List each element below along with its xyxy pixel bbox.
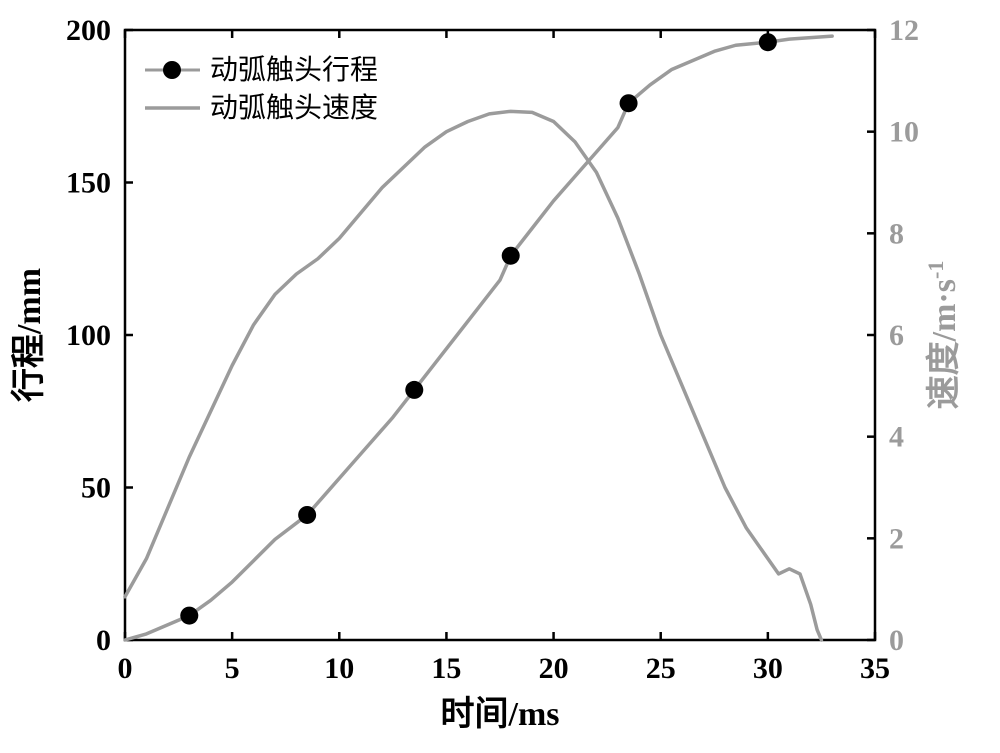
travel-marker <box>502 247 520 265</box>
travel-marker <box>298 506 316 524</box>
travel-marker <box>405 381 423 399</box>
chart-container: 0 5 10 15 20 25 30 35 时间/ms 0 50 100 150 200 行程/mm 0 2 4 6… <box>0 0 1000 753</box>
y-right-tick-label: 10 <box>889 116 919 149</box>
x-tick-label: 15 <box>431 652 461 685</box>
x-tick-label: 0 <box>118 652 133 685</box>
legend-marker <box>163 61 181 79</box>
travel-line <box>125 36 832 640</box>
legend-label: 动弧触头行程 <box>210 54 378 86</box>
x-tick-label: 5 <box>225 652 240 685</box>
travel-marker <box>620 94 638 112</box>
x-tick-label: 35 <box>860 652 890 685</box>
y-left-tick-label: 100 <box>66 319 111 352</box>
y-left-axis-label: 行程/mm <box>10 268 48 402</box>
x-tick-label: 25 <box>646 652 676 685</box>
travel-marker <box>180 607 198 625</box>
travel-marker <box>759 33 777 51</box>
y-right-tick-label: 12 <box>889 14 919 47</box>
y-right-tick-label: 4 <box>889 421 904 454</box>
speed-line <box>125 111 821 640</box>
y-right-tick-label: 2 <box>889 522 904 555</box>
y-right-axis-label: 速度/m·s-1 <box>923 261 964 410</box>
y-right-tick-label: 6 <box>889 319 904 352</box>
x-tick-label: 10 <box>324 652 354 685</box>
y-right-tick-label: 8 <box>889 217 904 250</box>
y-right-tick-label: 0 <box>889 624 904 657</box>
legend-label: 动弧触头速度 <box>210 92 378 124</box>
chart-svg: 0 5 10 15 20 25 30 35 时间/ms 0 50 100 150 200 行程/mm 0 2 4 6… <box>0 0 1000 753</box>
y-left-tick-label: 150 <box>66 167 111 200</box>
x-tick-label: 30 <box>753 652 783 685</box>
y-left-tick-label: 0 <box>96 624 111 657</box>
x-tick-label: 20 <box>539 652 569 685</box>
y-left-tick-label: 50 <box>81 472 111 505</box>
x-axis-label: 时间/ms <box>441 695 560 733</box>
y-left-tick-label: 200 <box>66 14 111 47</box>
